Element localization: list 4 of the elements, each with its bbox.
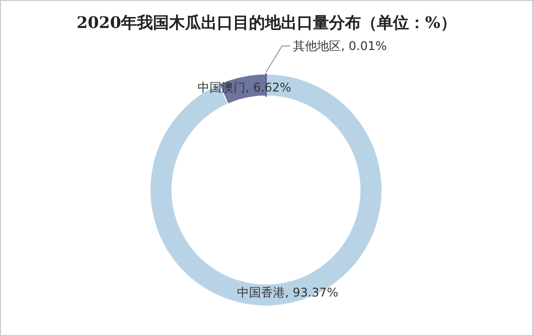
slice-label: 其他地区, 0.01% xyxy=(293,39,387,53)
slice-label: 中国香港, 93.37% xyxy=(236,286,338,300)
chart-title: 2020年我国木瓜出口目的地出口量分布（单位：%） xyxy=(76,13,456,32)
donut-slice xyxy=(150,74,382,306)
